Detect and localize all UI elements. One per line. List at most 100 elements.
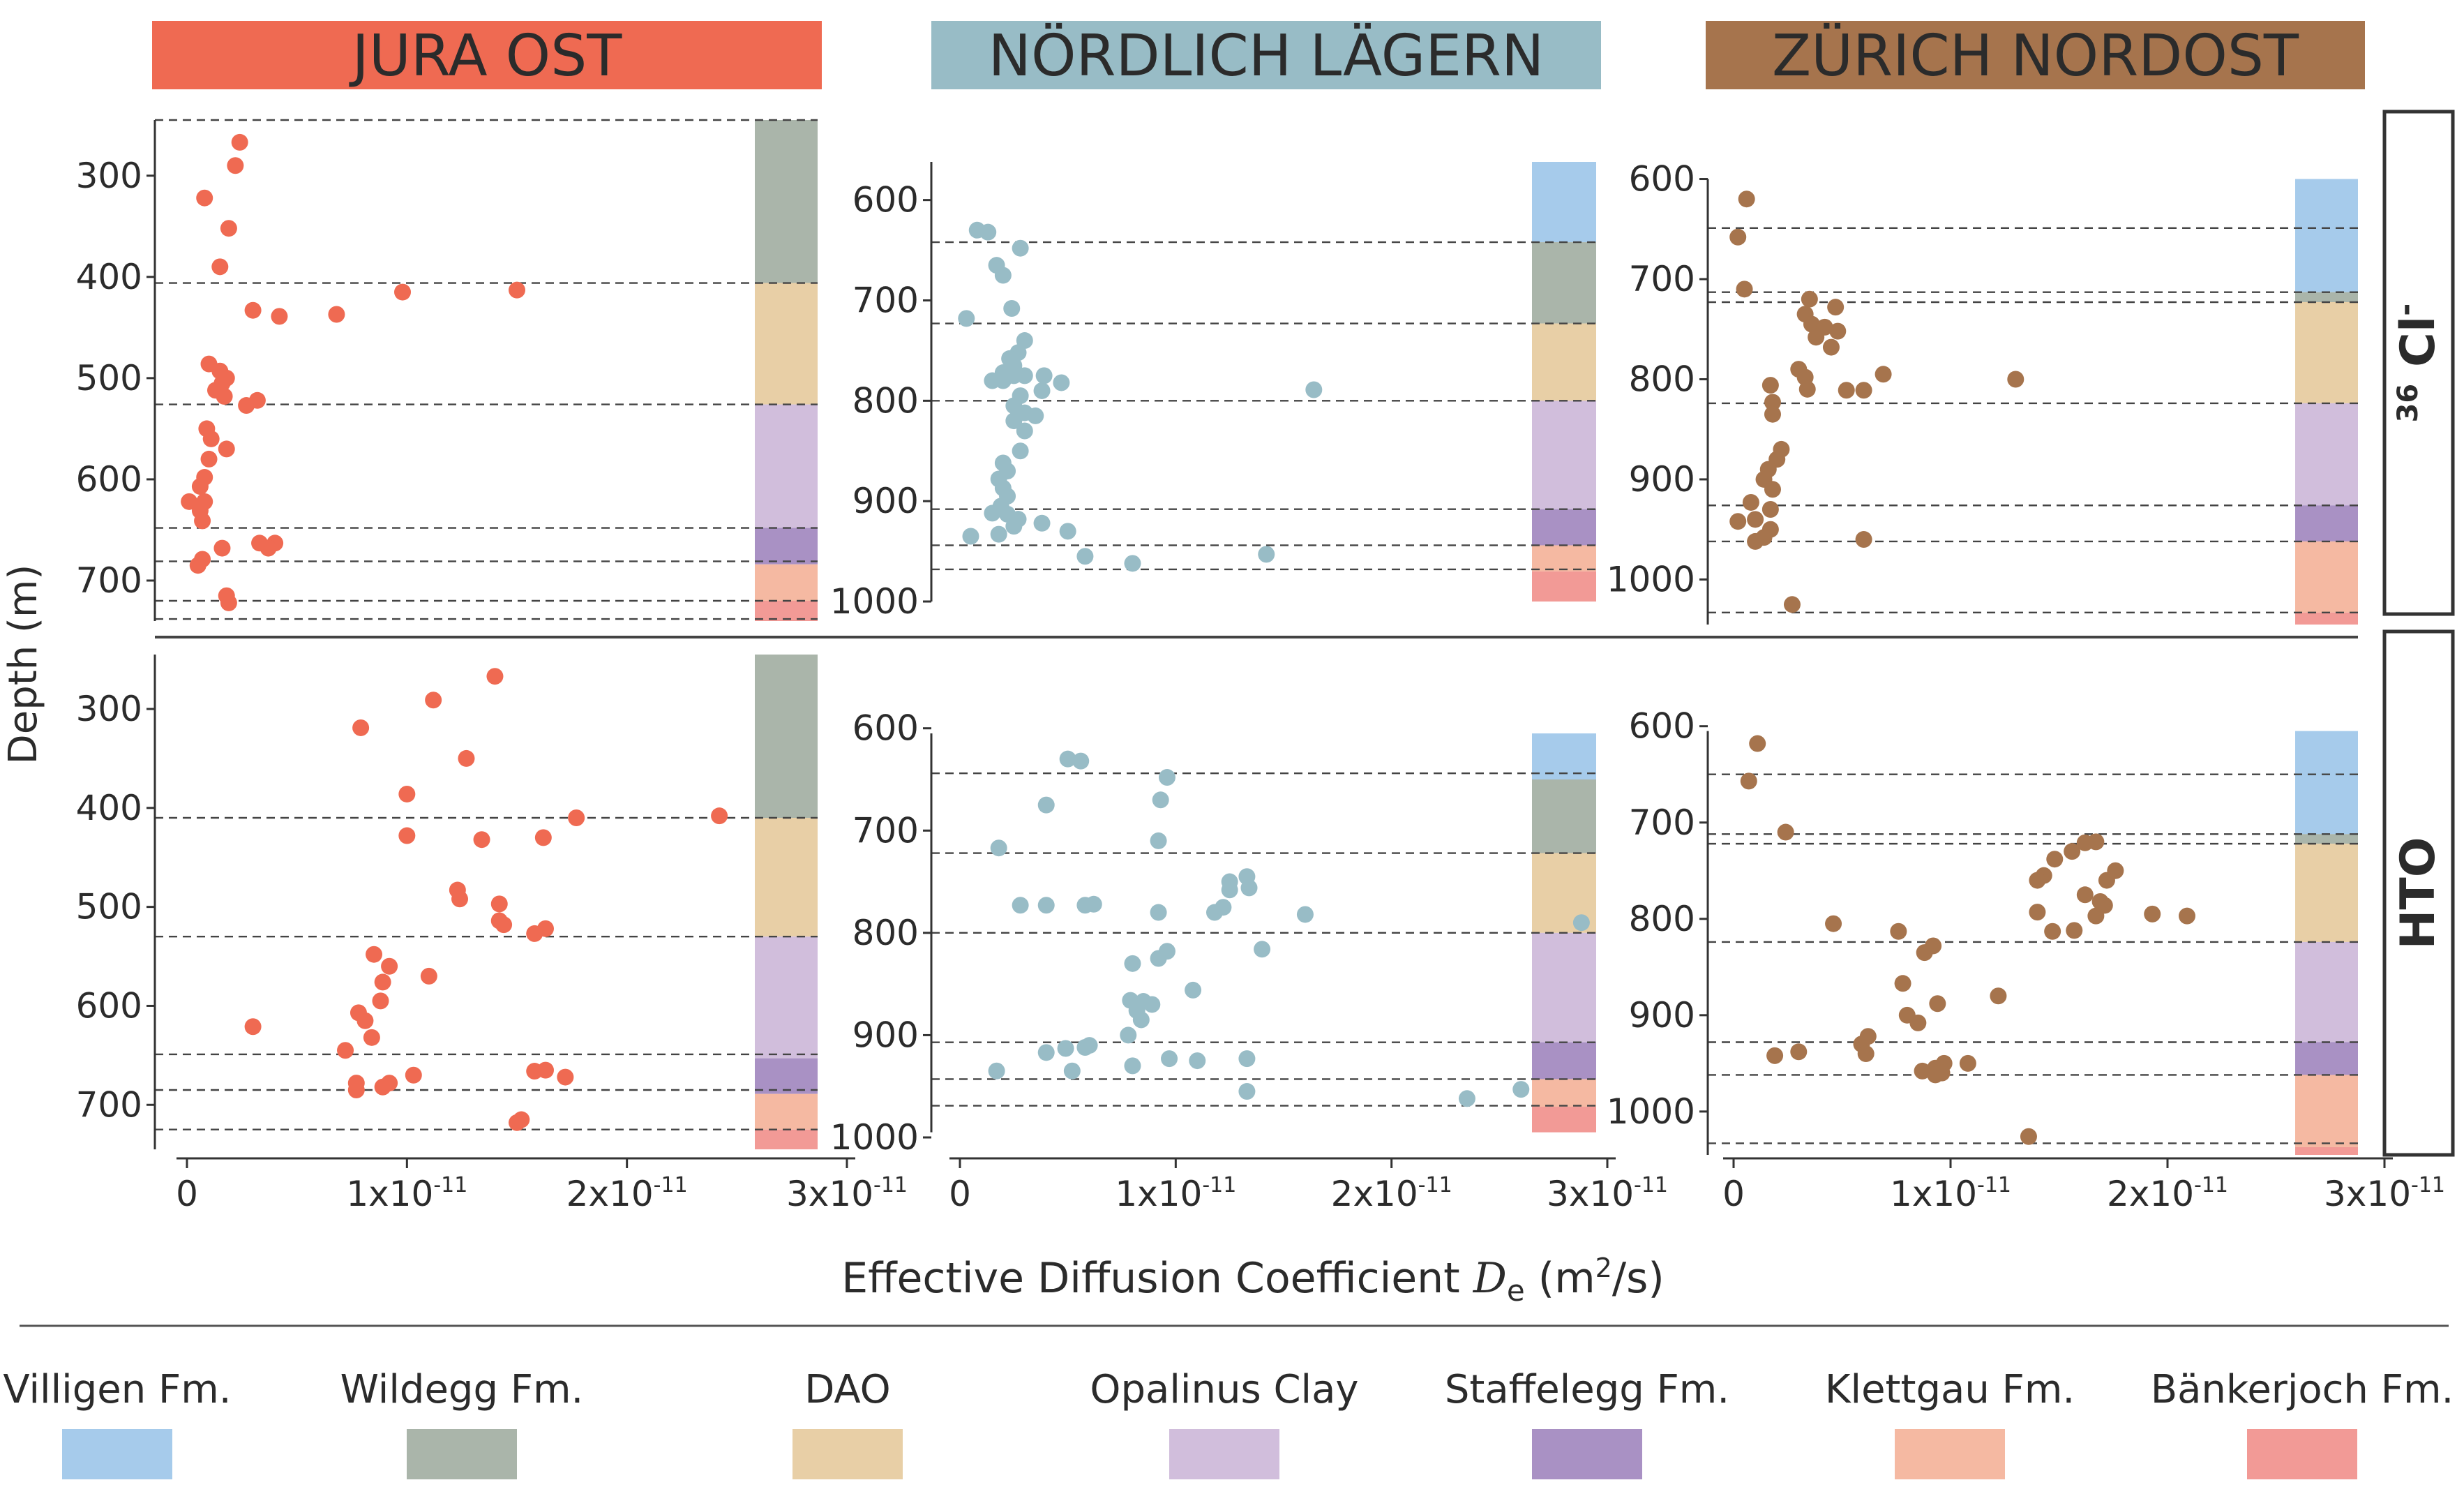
x-tick-mantissa: 2x10	[566, 1174, 654, 1214]
x-axis-label-unit-end: /s)	[1612, 1254, 1665, 1303]
tracer-label-box	[2382, 110, 2455, 616]
data-point	[181, 493, 198, 510]
x-tick-label: 3x10-11	[1547, 1173, 1668, 1214]
data-point	[1221, 881, 1238, 899]
data-point	[1827, 299, 1845, 316]
data-point	[1927, 1066, 1944, 1084]
formation-strip-segment	[2295, 1042, 2358, 1075]
data-point	[1150, 832, 1167, 849]
formation-strip-segment	[2295, 292, 2358, 302]
data-point	[1059, 750, 1076, 768]
legend-label: Villigen Fm.	[3, 1367, 231, 1412]
depth-tick-label: 800	[852, 380, 919, 421]
data-point	[1959, 1054, 1976, 1072]
depth-tick-label: 800	[852, 913, 919, 953]
x-tick-mantissa: 3x10	[786, 1174, 873, 1214]
depth-tick-label: 600	[852, 708, 919, 749]
x-tick-mantissa: 2x10	[1331, 1174, 1418, 1214]
legend-label: DAO	[804, 1367, 891, 1412]
x-tick-exponent: -11	[433, 1173, 467, 1197]
formation-strip-segment	[755, 120, 818, 283]
formation-strip-segment	[1532, 779, 1596, 853]
data-point	[1063, 1062, 1081, 1080]
data-point	[1037, 1044, 1055, 1061]
formation-strip-segment	[2295, 941, 2358, 1043]
depth-tick-label: 400	[76, 788, 142, 828]
data-point	[1035, 367, 1053, 384]
data-point	[1857, 1045, 1875, 1063]
data-point	[1189, 1052, 1206, 1070]
depth-tick-label: 1000	[830, 1117, 919, 1158]
data-point	[534, 829, 552, 846]
data-point	[200, 450, 218, 468]
data-point	[366, 946, 383, 963]
data-point	[1572, 914, 1590, 932]
region-title-banner	[931, 21, 1601, 89]
formation-strip-segment	[2295, 541, 2358, 613]
depth-tick-label: 600	[1629, 159, 1695, 200]
data-point	[1005, 412, 1023, 430]
data-point	[958, 310, 975, 327]
x-axis-label-sup: 2	[1595, 1253, 1612, 1283]
depth-tick-label: 400	[76, 257, 142, 297]
x-tick-exponent: -11	[2194, 1173, 2228, 1197]
data-point	[994, 267, 1012, 284]
data-point	[1296, 906, 1314, 923]
data-point	[1764, 405, 1781, 423]
data-point	[1909, 1014, 1927, 1031]
formation-strip-segment	[1532, 733, 1596, 779]
data-point	[2178, 907, 2195, 925]
data-point	[1238, 1050, 1256, 1068]
data-point	[1740, 772, 1757, 790]
data-point	[191, 478, 209, 495]
data-point	[405, 1066, 422, 1084]
x-tick-label: 0	[176, 1174, 198, 1214]
data-point	[1240, 879, 1258, 897]
data-point	[984, 505, 1001, 522]
data-point	[1027, 407, 1044, 424]
data-point	[2087, 833, 2105, 851]
formation-strip-segment	[2295, 844, 2358, 942]
data-point	[1742, 493, 1759, 511]
depth-tick-label: 700	[1629, 802, 1695, 843]
data-point	[394, 283, 412, 301]
x-tick-mantissa: 3x10	[1547, 1174, 1634, 1214]
x-axis-label-subscript: e	[1507, 1273, 1525, 1308]
data-point	[1855, 382, 1872, 399]
depth-tick-label: 700	[852, 280, 919, 320]
data-point	[1124, 1057, 1141, 1075]
data-point	[1783, 596, 1801, 613]
formation-strip-segment	[755, 564, 818, 601]
depth-tick-label: 600	[1629, 706, 1695, 747]
data-point	[244, 301, 262, 319]
region-title: NÖRDLICH LÄGERN	[989, 22, 1545, 89]
depth-tick-label: 1000	[830, 581, 919, 622]
data-point	[2029, 904, 2046, 921]
formation-strip-segment	[2295, 612, 2358, 625]
data-point	[1761, 377, 1779, 394]
data-point	[231, 133, 248, 151]
depth-tick-label: 600	[76, 459, 142, 500]
formation-strip-segment	[2295, 1146, 2358, 1155]
x-tick-label: 2x10-11	[566, 1173, 688, 1214]
x-tick-label: 1x10-11	[1115, 1173, 1236, 1214]
data-point	[227, 157, 244, 174]
depth-tick-label: 500	[76, 887, 142, 927]
data-point	[1016, 422, 1033, 440]
legend-item: Opalinus Clay	[1090, 1367, 1359, 1479]
legend-item: DAO	[792, 1367, 903, 1479]
formation-strip-segment	[755, 283, 818, 405]
legend-swatch	[62, 1429, 172, 1479]
tracer-label-box	[2382, 629, 2455, 1157]
region-title-banner	[152, 21, 822, 89]
depth-tick-label: 300	[76, 156, 142, 196]
data-point	[988, 1062, 1005, 1080]
formation-strip-segment	[1532, 571, 1596, 602]
data-point	[220, 594, 237, 611]
x-tick-label: 3x10-11	[2324, 1173, 2445, 1214]
formation-strip-segment	[755, 1129, 818, 1150]
region-title: JURA OST	[349, 23, 623, 89]
x-tick-exponent: -11	[873, 1173, 908, 1197]
data-point	[1894, 975, 1911, 992]
depth-tick-label: 900	[852, 481, 919, 521]
